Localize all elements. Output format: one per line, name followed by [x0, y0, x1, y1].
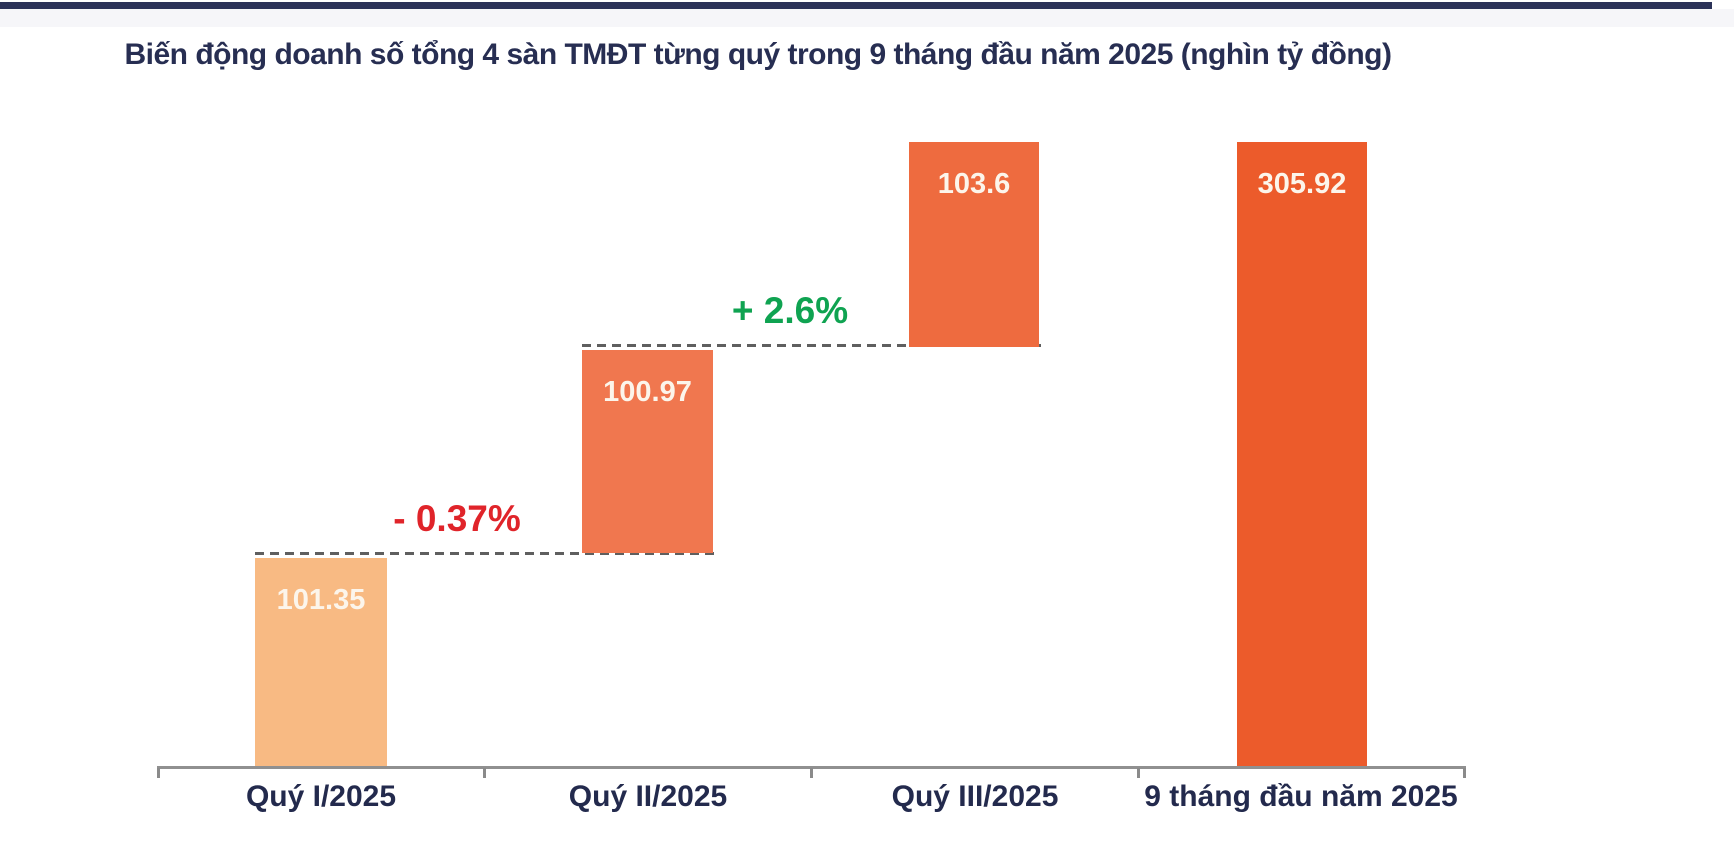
bar-value-total: 305.92: [1257, 168, 1347, 200]
top-accent-bar: [0, 2, 1712, 9]
x-axis-tick: [483, 768, 486, 778]
x-axis-label-q2: Quý II/2025: [568, 780, 728, 813]
connector-line-q1-q2: [255, 552, 720, 555]
bar-value-q1: 101.35: [276, 584, 366, 616]
x-axis-tick: [1137, 768, 1140, 778]
bar-value-q2: 100.97: [603, 376, 692, 408]
x-axis-label-total: 9 tháng đầu năm 2025: [1144, 780, 1458, 813]
bar-q2-2025: 100.97: [582, 350, 713, 553]
connector-line-q2-q3: [582, 344, 1047, 347]
bar-value-q3: 103.6: [937, 168, 1011, 200]
x-axis-tick: [157, 768, 160, 778]
x-axis-tick: [1463, 768, 1466, 778]
top-shadow-band: [0, 9, 1734, 27]
x-axis-line: [157, 766, 1466, 769]
annotation-change-q2-q3: + 2.6%: [731, 290, 849, 331]
x-axis-tick: [810, 768, 813, 778]
bar-q1-2025: 101.35: [255, 558, 387, 767]
annotation-change-q1-q2: - 0.37%: [393, 498, 521, 539]
chart-title: Biến động doanh số tổng 4 sàn TMĐT từng …: [124, 38, 1392, 71]
x-axis-label-q1: Quý I/2025: [245, 780, 397, 813]
bar-q3-2025: 103.6: [909, 142, 1039, 347]
x-axis-label-q3: Quý III/2025: [891, 780, 1059, 813]
bar-total-9-months: 305.92: [1237, 142, 1367, 767]
